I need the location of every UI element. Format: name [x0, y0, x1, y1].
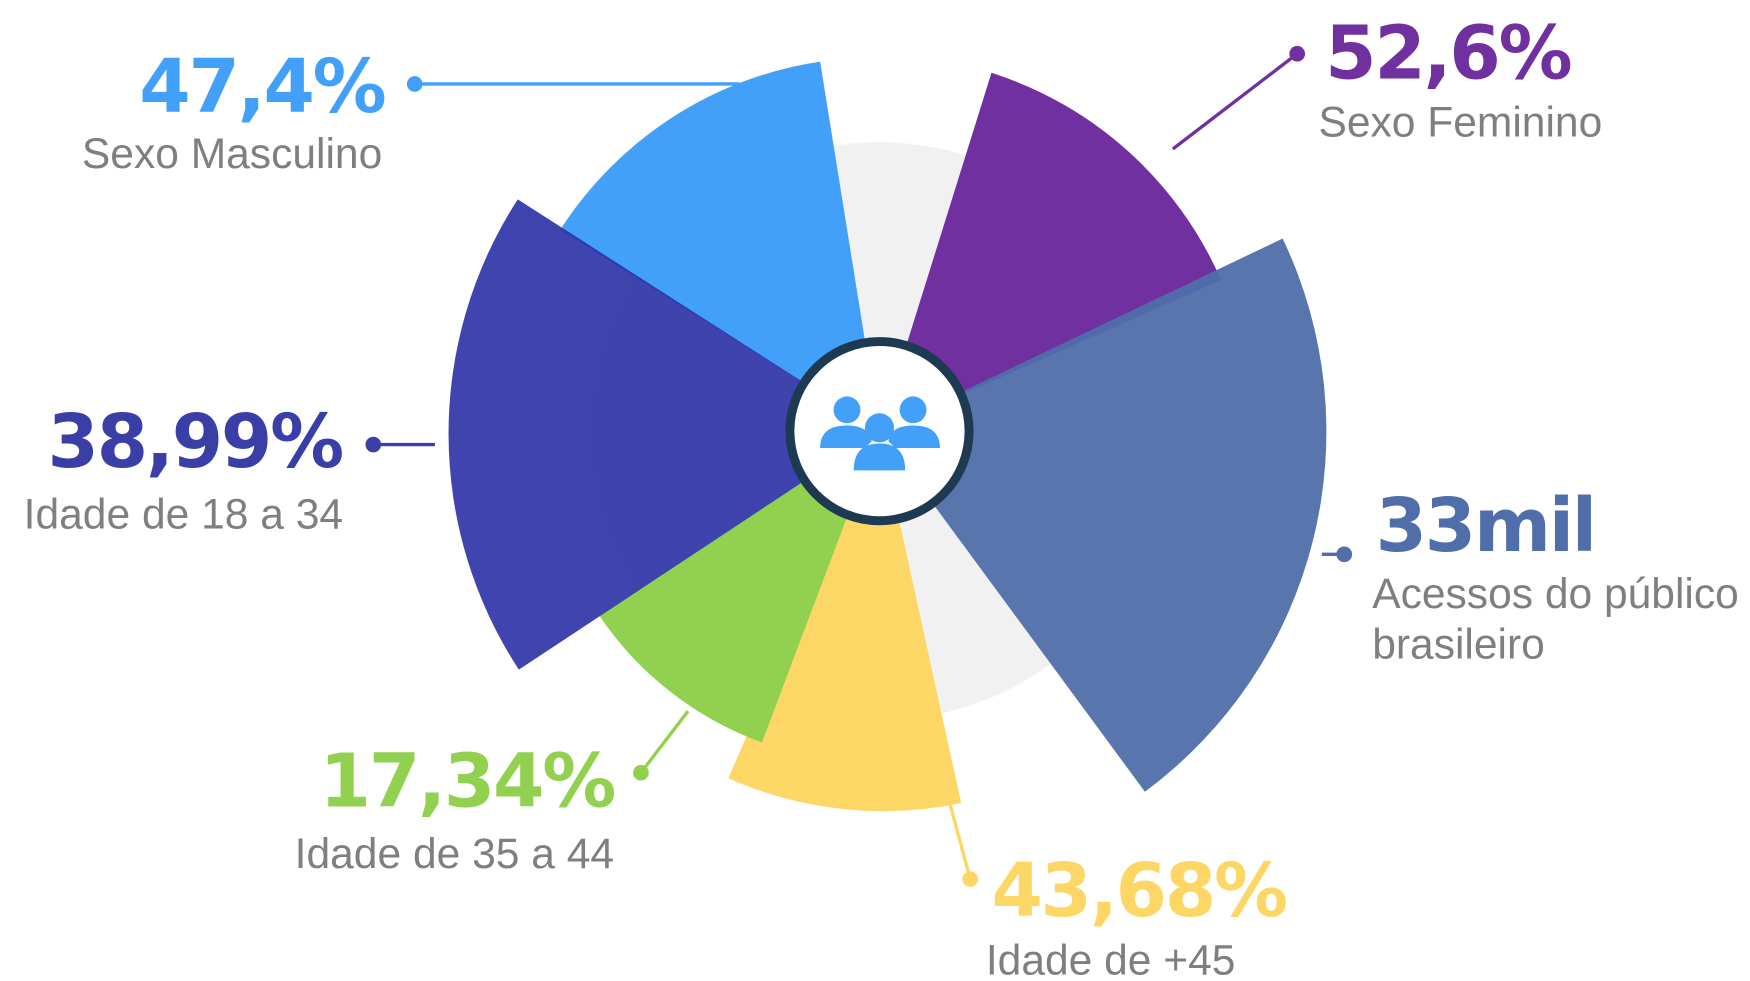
value-access: 33mil [1376, 483, 1595, 569]
people-icon [820, 396, 940, 471]
wedge-access [879, 238, 1327, 792]
wedge-male [560, 61, 880, 432]
leader-line [948, 803, 972, 880]
leader-dot [1336, 546, 1353, 563]
label-access: Acessos do público [1372, 570, 1739, 618]
leader-dot [962, 871, 979, 887]
label-female: Sexo Feminino [1318, 99, 1602, 147]
label-45: Idade de +45 [986, 936, 1236, 981]
leader-line [639, 710, 690, 774]
leader-dot [406, 76, 423, 92]
label-35-44: Idade de 35 a 44 [295, 830, 614, 878]
leader-line [1171, 52, 1299, 151]
leader-dot [365, 436, 382, 453]
label-18-34: Idade de 18 a 34 [24, 491, 343, 539]
wedge-35-44 [599, 431, 880, 743]
leader-dot [633, 764, 649, 781]
value-female: 52,6% [1325, 10, 1570, 96]
leaders [373, 52, 1345, 880]
label-access: brasileiro [1372, 620, 1545, 668]
value-male: 47,4% [139, 44, 384, 130]
value-35-44: 17,34% [320, 738, 615, 824]
value-18-34: 38,99% [48, 399, 343, 485]
wedge-female [879, 72, 1222, 432]
wedge-18-34 [448, 199, 880, 670]
leader-dot [1289, 45, 1306, 62]
label-male: Sexo Masculino [82, 130, 382, 178]
value-45: 43,68% [991, 848, 1286, 934]
leader-dots [365, 45, 1353, 887]
wedge-45 [728, 431, 962, 812]
